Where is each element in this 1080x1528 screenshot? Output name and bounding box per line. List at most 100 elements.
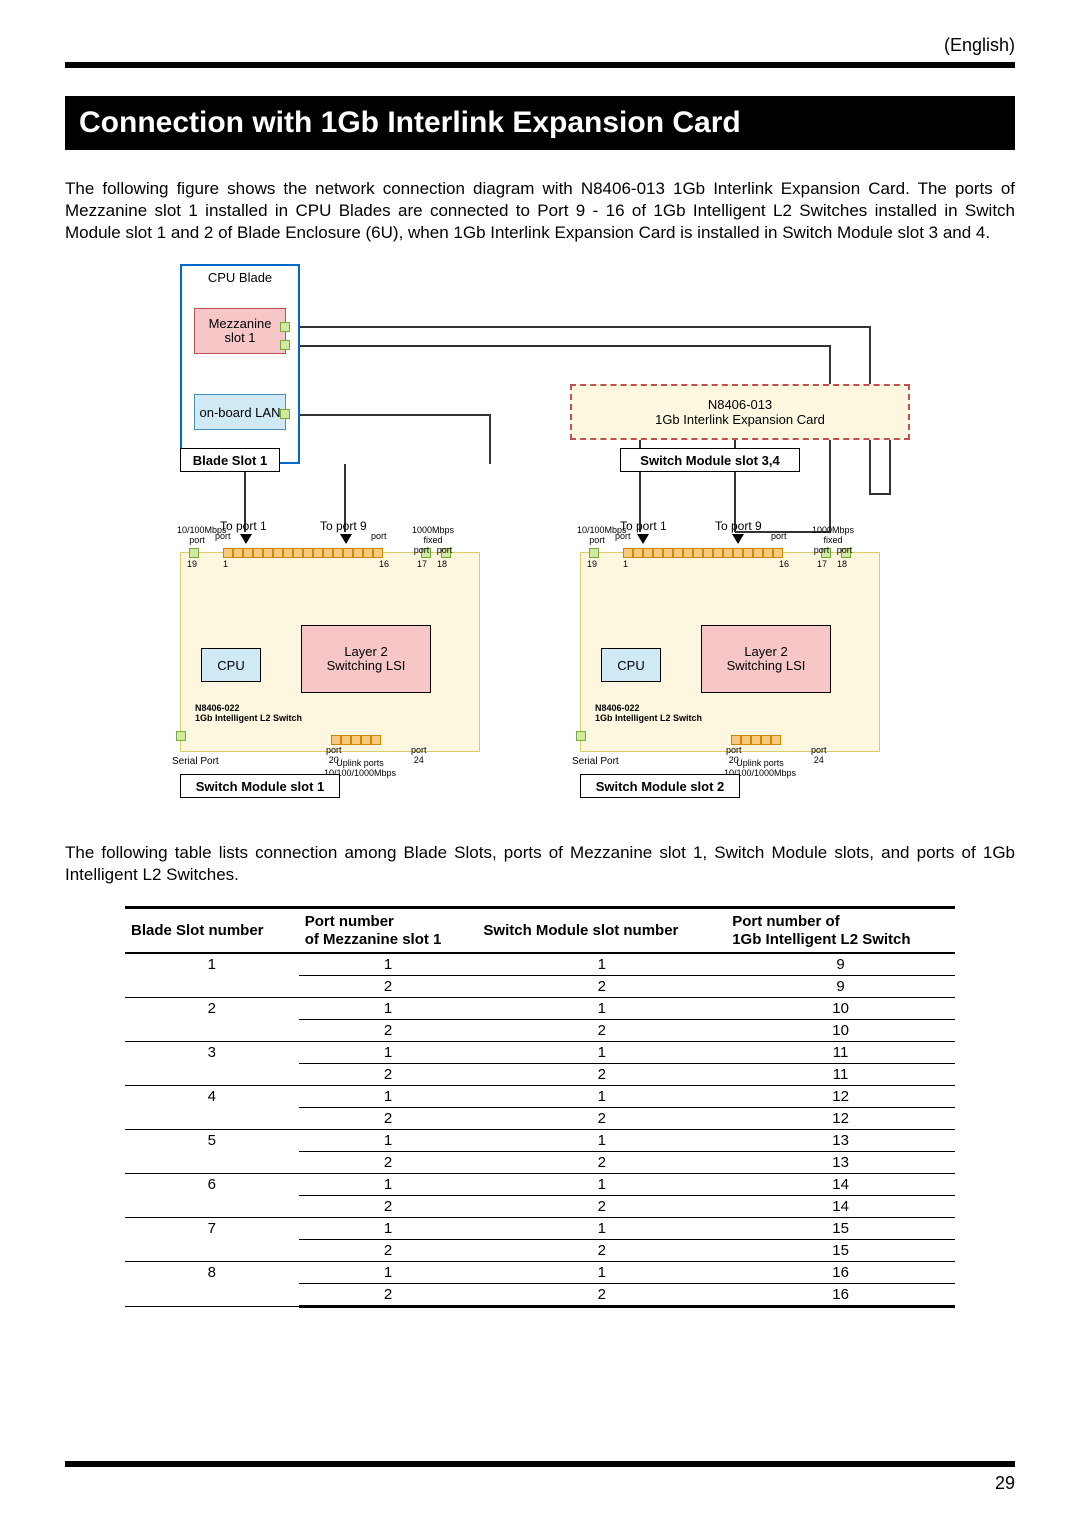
cell-l2-port: 9 xyxy=(726,953,955,976)
port-icon xyxy=(576,731,586,741)
table-row: 21110 xyxy=(125,997,955,1019)
table-row: 41112 xyxy=(125,1085,955,1107)
connection-diagram: CPU Blade Mezzanine slot 1 on-board LAN … xyxy=(110,264,970,814)
table-row: 81116 xyxy=(125,1261,955,1283)
speed-label: 10/100Mbpsport xyxy=(177,525,217,545)
port-label: port xyxy=(615,531,631,541)
cell-sm-slot: 1 xyxy=(477,1173,726,1195)
cpu-blade-label: CPU Blade xyxy=(208,270,272,285)
sm-slot-1-label: Switch Module slot 1 xyxy=(180,774,340,798)
switch-model: N8406-0221Gb Intelligent L2 Switch xyxy=(195,703,302,723)
mezzanine-slot-box: Mezzanine slot 1 xyxy=(194,308,286,354)
cell-blade-slot xyxy=(125,975,299,997)
lsi-l1: Layer 2 xyxy=(344,645,387,659)
cell-sm-slot: 2 xyxy=(477,1195,726,1217)
table-row: 2211 xyxy=(125,1063,955,1085)
cell-sm-slot: 1 xyxy=(477,1085,726,1107)
cell-l2-port: 15 xyxy=(726,1217,955,1239)
switch-left: 10/100Mbpsport port port 1000Mbps fixedp… xyxy=(180,552,480,752)
top-port-row xyxy=(223,548,383,562)
switch-lsi: Layer 2 Switching LSI xyxy=(301,625,431,693)
cell-sm-slot: 1 xyxy=(477,1261,726,1283)
cell-sm-slot: 1 xyxy=(477,953,726,976)
port-num: port24 xyxy=(411,745,427,765)
cell-sm-slot: 2 xyxy=(477,1107,726,1129)
interlink-l1: N8406-013 xyxy=(708,397,772,413)
lsi-l2: Switching LSI xyxy=(727,659,806,673)
cell-l2-port: 10 xyxy=(726,1019,955,1041)
cell-blade-slot: 3 xyxy=(125,1041,299,1063)
port-num: 1 xyxy=(223,559,228,569)
interlink-l2: 1Gb Interlink Expansion Card xyxy=(655,412,825,428)
section-title: Connection with 1Gb Interlink Expansion … xyxy=(65,96,1015,150)
table-row: 2215 xyxy=(125,1239,955,1261)
cell-l2-port: 10 xyxy=(726,997,955,1019)
table-row: 2214 xyxy=(125,1195,955,1217)
sm-slot-34-label: Switch Module slot 3,4 xyxy=(620,448,800,472)
cell-mezz-port: 2 xyxy=(299,1019,478,1041)
cell-sm-slot: 2 xyxy=(477,1283,726,1306)
port-label: port xyxy=(215,531,231,541)
cell-sm-slot: 1 xyxy=(477,1217,726,1239)
th-sm-slot: Switch Module slot number xyxy=(477,908,726,953)
cell-l2-port: 16 xyxy=(726,1283,955,1306)
cell-mezz-port: 2 xyxy=(299,1107,478,1129)
intro-paragraph: The following figure shows the network c… xyxy=(65,178,1015,244)
port-num: 17 xyxy=(817,559,827,569)
cell-sm-slot: 2 xyxy=(477,1151,726,1173)
table-row: 2210 xyxy=(125,1019,955,1041)
cell-mezz-port: 1 xyxy=(299,1217,478,1239)
cell-sm-slot: 1 xyxy=(477,997,726,1019)
cell-mezz-port: 2 xyxy=(299,1239,478,1261)
speed-label: 1000Mbps fixedport port xyxy=(803,525,863,555)
arrow-icon xyxy=(637,534,649,544)
port-num: 1 xyxy=(623,559,628,569)
port-num: 16 xyxy=(779,559,789,569)
table-row: 31111 xyxy=(125,1041,955,1063)
table-row: 71115 xyxy=(125,1217,955,1239)
cell-l2-port: 15 xyxy=(726,1239,955,1261)
cell-l2-port: 16 xyxy=(726,1261,955,1283)
cell-mezz-port: 2 xyxy=(299,1151,478,1173)
mezz-port-icon-2 xyxy=(280,340,290,350)
cell-sm-slot: 2 xyxy=(477,1239,726,1261)
table-row: 61114 xyxy=(125,1173,955,1195)
bottom-rule-thin xyxy=(65,1465,1015,1467)
mezz-port-icon xyxy=(280,322,290,332)
cell-sm-slot: 2 xyxy=(477,1019,726,1041)
cell-blade-slot xyxy=(125,1063,299,1085)
sm-slot-2-label: Switch Module slot 2 xyxy=(580,774,740,798)
table-row: 2212 xyxy=(125,1107,955,1129)
table-row: 2213 xyxy=(125,1151,955,1173)
to-port-9-right: To port 9 xyxy=(715,519,762,533)
blade-slot-1-label: Blade Slot 1 xyxy=(180,448,280,472)
table-intro-paragraph: The following table lists connection amo… xyxy=(65,842,1015,886)
port-num: 18 xyxy=(837,559,847,569)
port-num: port24 xyxy=(811,745,827,765)
cell-l2-port: 11 xyxy=(726,1041,955,1063)
switch-model: N8406-0221Gb Intelligent L2 Switch xyxy=(595,703,702,723)
cell-blade-slot: 2 xyxy=(125,997,299,1019)
cell-l2-port: 12 xyxy=(726,1107,955,1129)
mezz-l1: Mezzanine xyxy=(209,317,272,331)
cell-sm-slot: 2 xyxy=(477,1063,726,1085)
cell-blade-slot: 6 xyxy=(125,1173,299,1195)
cell-mezz-port: 1 xyxy=(299,1085,478,1107)
port-num: 16 xyxy=(379,559,389,569)
port-num: 19 xyxy=(587,559,597,569)
cell-blade-slot xyxy=(125,1107,299,1129)
cell-sm-slot: 1 xyxy=(477,1129,726,1151)
cell-mezz-port: 1 xyxy=(299,1261,478,1283)
cell-mezz-port: 1 xyxy=(299,1129,478,1151)
page-footer: 29 xyxy=(65,1461,1015,1494)
cell-blade-slot: 1 xyxy=(125,953,299,976)
cell-l2-port: 14 xyxy=(726,1195,955,1217)
port-num: 19 xyxy=(187,559,197,569)
onboard-lan-box: on-board LAN xyxy=(194,394,286,430)
cell-mezz-port: 2 xyxy=(299,1195,478,1217)
arrow-icon xyxy=(240,534,252,544)
cell-sm-slot: 2 xyxy=(477,975,726,997)
table-row: 51113 xyxy=(125,1129,955,1151)
port-icon xyxy=(189,548,199,558)
switch-cpu: CPU xyxy=(201,648,261,682)
